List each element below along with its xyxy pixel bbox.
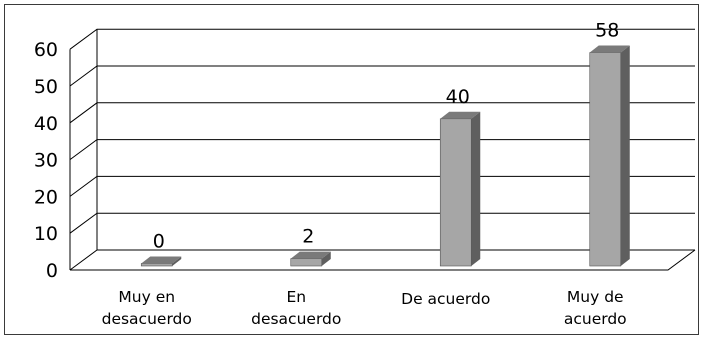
y-tick-label-30: 30 <box>34 150 58 172</box>
category-label-3-1: acuerdo <box>564 310 627 328</box>
bar-side-1 <box>321 251 331 266</box>
bar-1 <box>290 258 323 267</box>
category-label-0-0: Muy en <box>118 288 175 306</box>
y-tick-label-20: 20 <box>34 186 58 208</box>
bar-side-2 <box>471 111 481 266</box>
data-label-1: 2 <box>302 226 314 248</box>
category-label-0-1: desacuerdo <box>102 310 192 328</box>
bar-0 <box>140 263 173 267</box>
bar-side-3 <box>620 45 630 267</box>
data-label-0: 0 <box>153 231 165 253</box>
y-tick-label-50: 50 <box>34 76 58 98</box>
y-tick-label-60: 60 <box>34 39 58 61</box>
category-label-1-1: desacuerdo <box>251 310 341 328</box>
bar-top-1 <box>290 251 331 259</box>
chart-frame <box>4 4 699 335</box>
bar-side-0 <box>172 256 182 266</box>
data-label-3: 58 <box>595 20 619 42</box>
y-tick-label-40: 40 <box>34 113 58 135</box>
bar-top-0 <box>141 256 182 264</box>
category-label-2-0: De acuerdo <box>401 290 490 308</box>
bar-top-2 <box>440 111 481 119</box>
bar-top-3 <box>589 45 630 53</box>
category-label-3-0: Muy de <box>567 288 624 306</box>
category-label-1-0: En <box>286 288 306 306</box>
y-tick-label-0: 0 <box>46 260 58 282</box>
data-label-2: 40 <box>446 86 470 108</box>
y-tick-label-10: 10 <box>34 223 58 245</box>
bar-2 <box>439 118 472 267</box>
floor-edge <box>70 249 696 271</box>
bar-3 <box>589 52 622 267</box>
